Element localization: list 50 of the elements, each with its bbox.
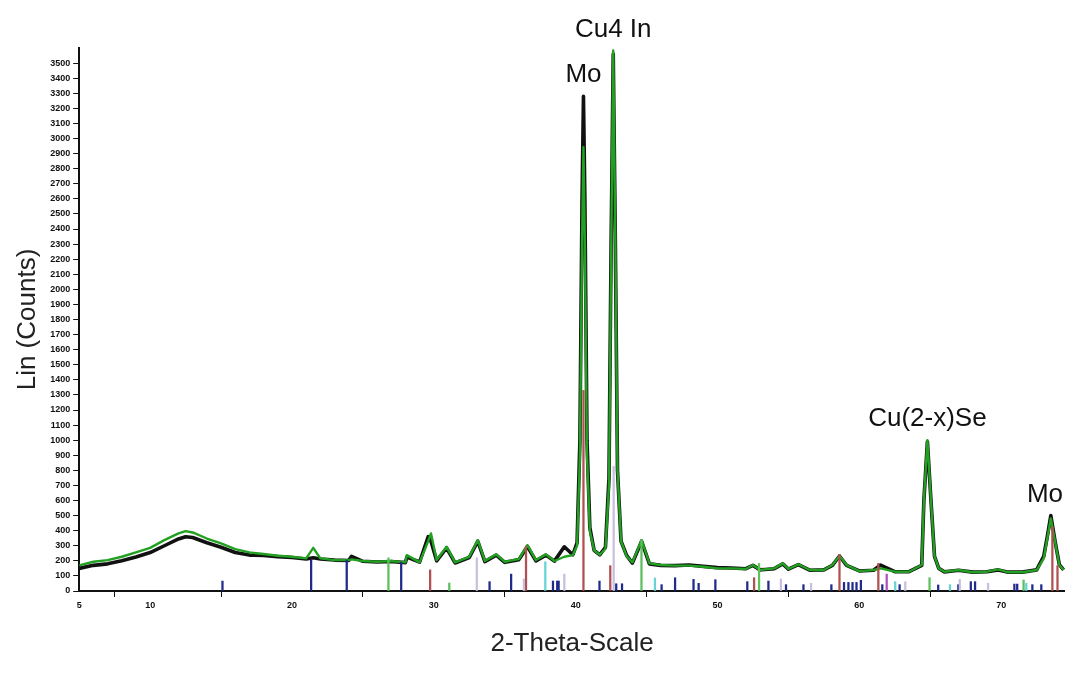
x-tick-label: 30	[428, 599, 439, 610]
annotation: Cu(2-x)Se	[868, 402, 987, 433]
y-tick-label: 1200	[50, 404, 71, 415]
y-tick-label: 1800	[50, 313, 71, 324]
y-tick-label: 2500	[50, 208, 71, 219]
y-tick-label: 500	[55, 510, 71, 521]
y-tick-label: 2400	[50, 223, 71, 234]
y-tick-label: 100	[55, 570, 71, 581]
x-tick-label: 70	[996, 599, 1007, 610]
y-tick-label: 3000	[50, 132, 71, 143]
y-tick-label: 3500	[50, 57, 71, 68]
y-tick-label: 1700	[50, 329, 71, 340]
y-tick-label: 2800	[50, 163, 71, 174]
y-tick-label: 1100	[50, 419, 71, 430]
x-axis-title: 2-Theta-Scale	[490, 626, 654, 657]
y-tick-label: 200	[55, 555, 71, 566]
y-tick-label: 1400	[50, 374, 71, 385]
annotation: Mo	[1026, 477, 1063, 508]
x-tick-label: 5	[76, 599, 82, 610]
x-tick-label: 20	[286, 599, 297, 610]
y-tick-label: 2200	[50, 253, 71, 264]
y-tick-label: 600	[55, 494, 71, 505]
annotation: Mo	[565, 58, 602, 89]
y-tick-label: 700	[55, 479, 71, 490]
y-tick-label: 400	[55, 525, 71, 536]
y-tick-label: 2700	[50, 178, 71, 189]
y-tick-label: 2600	[50, 193, 71, 204]
annotation: Cu4 In	[574, 12, 652, 43]
y-tick-label: 3300	[50, 87, 71, 98]
x-tick-label: 10	[145, 599, 156, 610]
y-tick-label: 2000	[50, 283, 71, 294]
y-tick-label: 1600	[50, 344, 71, 355]
y-tick-label: 3200	[50, 102, 71, 113]
x-tick-label: 60	[854, 599, 865, 610]
y-tick-label: 300	[55, 540, 71, 551]
y-tick-label: 1900	[50, 298, 71, 309]
y-tick-label: 900	[55, 449, 71, 460]
x-tick-label: 50	[712, 599, 723, 610]
y-tick-label: 2100	[50, 268, 71, 279]
y-tick-label: 800	[55, 464, 71, 475]
y-tick-label: 3100	[50, 117, 71, 128]
y-tick-label: 1300	[50, 389, 71, 400]
y-tick-label: 1000	[50, 434, 71, 445]
y-tick-label: 3400	[50, 72, 71, 83]
y-axis-title: Lin (Counts)	[10, 248, 41, 391]
y-tick-label: 1500	[50, 359, 71, 370]
y-tick-label: 2900	[50, 148, 71, 159]
y-tick-label: 0	[65, 585, 71, 596]
x-tick-label: 40	[570, 599, 581, 610]
y-tick-label: 2300	[50, 238, 71, 249]
